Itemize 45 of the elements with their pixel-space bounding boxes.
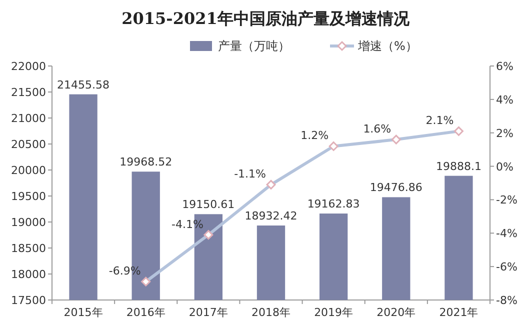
y2-tick-label: 2% (496, 126, 514, 140)
y2-tick-label: 6% (496, 60, 514, 73)
chart-title: 2015-2021年中国原油产量及增速情况 (122, 9, 410, 28)
point (141, 276, 151, 286)
y-tick-label: 21000 (11, 112, 46, 125)
x-tick-label: 2018年 (252, 306, 290, 319)
y-tick-label: 22000 (11, 60, 46, 73)
x-tick-label: 2017年 (188, 306, 228, 319)
x-tick-label: 2015年 (64, 306, 103, 319)
y-tick-label: 17500 (11, 294, 46, 307)
data-label: 21455.58 (57, 78, 110, 92)
y2-tick-label: -4% (496, 227, 518, 240)
y-tick-label: 18000 (11, 268, 46, 281)
x-tick-label: 2016年 (126, 306, 166, 319)
data-label: 18932.42 (244, 210, 298, 223)
data-label: -1.1% (234, 168, 266, 181)
y-tick-label: 20000 (11, 164, 46, 177)
data-label: 19888.1 (436, 160, 482, 173)
data-label: 2.1% (426, 114, 454, 128)
data-label: 1.6% (363, 122, 392, 136)
point (328, 141, 338, 151)
y-tick-label: 20500 (11, 138, 46, 151)
y2-tick-label: -6% (496, 260, 518, 274)
y-tick-label: 19500 (11, 190, 46, 203)
y2-tick-label: -8% (496, 294, 518, 307)
data-label: 1.2% (300, 129, 329, 142)
data-label: 19476.86 (370, 181, 422, 194)
x-tick-label: 2021年 (439, 306, 478, 319)
y-tick-label: 21500 (11, 86, 46, 99)
data-label: 19162.83 (307, 198, 360, 211)
y-tick-label: 18500 (11, 242, 46, 255)
point (454, 126, 464, 136)
legend-label: 产量（万吨） (218, 39, 290, 53)
point (204, 230, 214, 240)
point (391, 134, 401, 144)
x-tick-label: 2020年 (376, 306, 416, 319)
y2-tick-label: 0% (496, 160, 514, 174)
x-tick-label: 2019年 (314, 306, 354, 319)
point (266, 180, 276, 190)
data-label: 19968.52 (120, 156, 172, 169)
y2-tick-label: -2% (496, 194, 518, 207)
data-label: 19150.61 (182, 198, 235, 212)
legend-label: 增速（%） (357, 39, 418, 53)
y2-tick-label: 4% (496, 93, 514, 106)
y-tick-label: 19000 (11, 216, 46, 229)
